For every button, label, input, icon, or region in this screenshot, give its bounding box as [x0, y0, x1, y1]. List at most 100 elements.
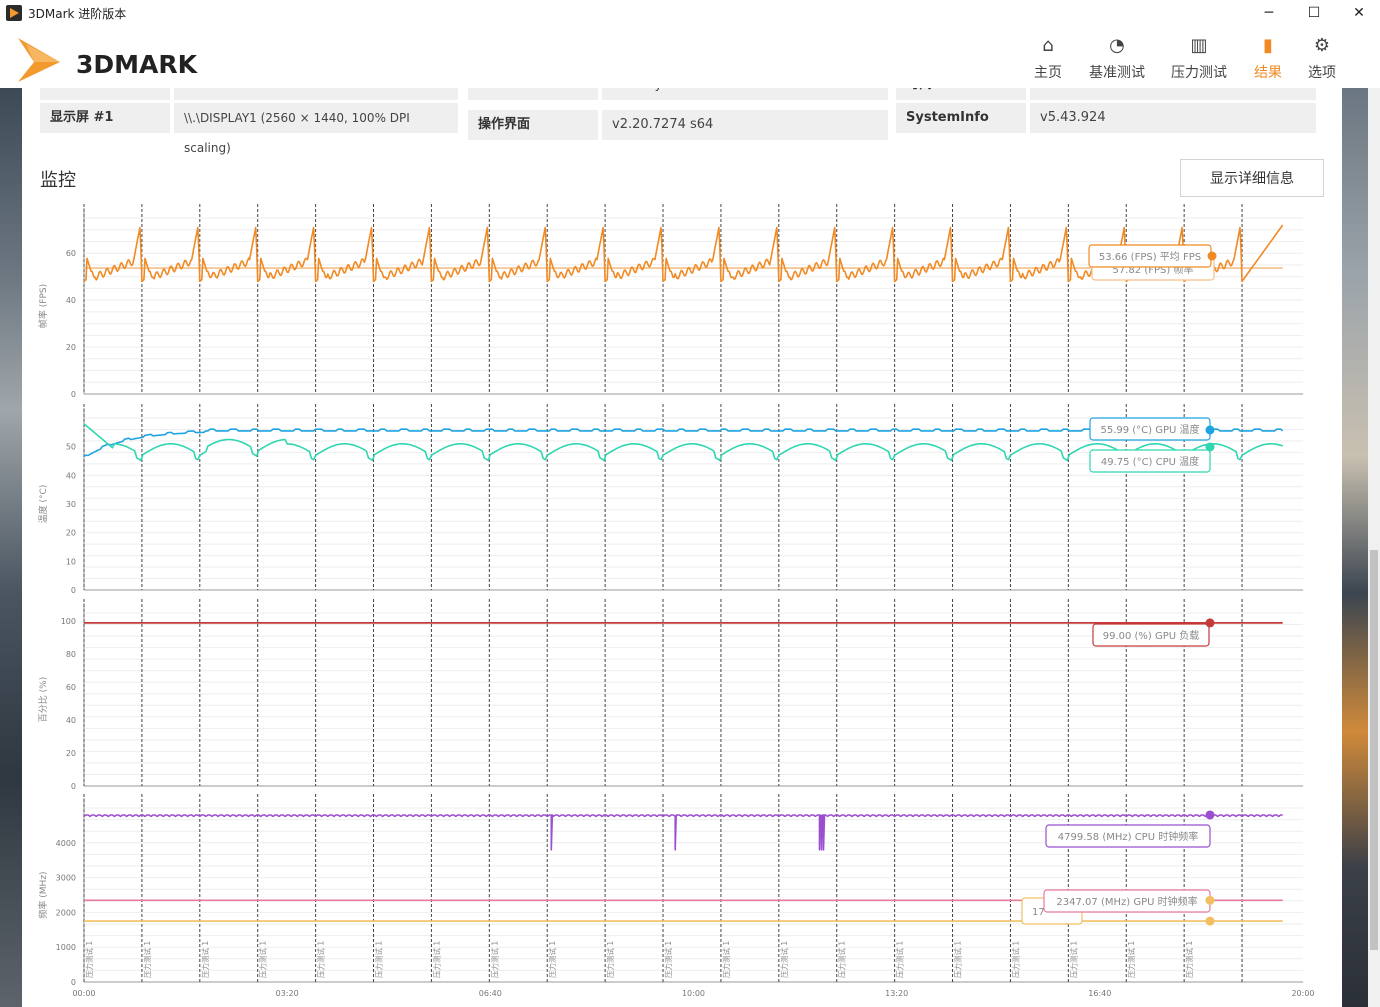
app-header: 3DMARK ⌂ 主页 ◔ 基准测试 ▥ 压力测试 ▮ 结果 ⚙ 选项	[0, 26, 1380, 88]
y-tick-label: 20	[66, 343, 76, 352]
fps-marker	[1207, 251, 1217, 261]
nav-options-label: 选项	[1308, 65, 1336, 81]
loop-label: 压力测试 1	[721, 941, 731, 978]
loop-label: 压力测试 1	[1068, 941, 1078, 978]
gpu-clock-marker	[1205, 895, 1215, 905]
loop-label: 压力测试 1	[316, 941, 326, 978]
y-tick-label: 20	[66, 749, 76, 758]
y-tick-label: 20	[66, 529, 76, 538]
info-gpu-label: GPU	[40, 88, 170, 100]
app-icon	[6, 5, 22, 21]
nav-stress-tests-label: 压力测试	[1171, 65, 1227, 81]
y-tick-label: 40	[66, 471, 76, 480]
y-tick-label: 60	[66, 249, 76, 258]
background-art-right	[1342, 88, 1368, 1007]
y-axis-label: 频率 (MHz)	[37, 871, 49, 918]
scrollbar-thumb[interactable]	[1370, 550, 1378, 950]
y-tick-label: 50	[66, 443, 76, 452]
x-tick-label: 20:00	[1291, 989, 1314, 998]
cpu-clock-label-box	[1045, 824, 1211, 848]
cpu-temp-label-box	[1089, 449, 1211, 473]
nav-stress-tests[interactable]: ▥ 压力测试	[1166, 34, 1232, 84]
gauge-icon: ◔	[1109, 35, 1125, 56]
loop-label: 压力测试 1	[953, 941, 963, 978]
loop-label: 压力测试 1	[374, 941, 384, 978]
nav-benchmarks-label: 基准测试	[1089, 65, 1145, 81]
x-tick-label: 16:40	[1088, 989, 1111, 998]
gpu-temp-marker	[1205, 425, 1215, 435]
y-axis-label: 帧率 (FPS)	[37, 284, 49, 328]
info-sysinfo-label: SystemInfo	[896, 103, 1026, 133]
loop-label: 压力测试 1	[258, 941, 268, 978]
info-sysinfo-value: v5.43.924	[1030, 103, 1316, 133]
gpu-temp-line	[83, 428, 1284, 458]
cpu-temp-line	[83, 423, 1283, 462]
y-tick-label: 100	[61, 617, 76, 626]
nav-results[interactable]: ▮ 结果	[1248, 34, 1288, 84]
y-tick-label: 10	[66, 557, 76, 566]
loop-label: 压力测试 1	[84, 941, 94, 978]
info-cpu-value: AMD Ryzen 5 5600X 6-Core Processor	[602, 88, 888, 100]
y-tick-label: 3000	[56, 874, 76, 883]
cpu-temp-label: 49.75 (°C) CPU 温度	[1101, 455, 1199, 468]
x-tick-label: 06:40	[479, 989, 502, 998]
info-time-label: 时间	[896, 88, 1026, 100]
y-tick-label: 60	[66, 683, 76, 692]
loop-label: 压力测试 1	[200, 941, 210, 978]
mem-clock-marker	[1205, 916, 1215, 926]
fps-line	[83, 224, 1284, 283]
mem-clock-label: 17	[1032, 907, 1045, 918]
gpu-load-marker	[1205, 618, 1215, 628]
loop-label: 压力测试 1	[142, 941, 152, 978]
y-tick-label: 80	[66, 650, 76, 659]
maximize-button[interactable]: ☐	[1307, 5, 1321, 21]
show-details-button[interactable]: 显示详细信息	[1180, 159, 1324, 197]
loop-label: 压力测试 1	[489, 941, 499, 978]
nav-home[interactable]: ⌂ 主页	[1026, 34, 1070, 84]
monitoring-title: 监控	[40, 170, 76, 191]
y-tick-label: 0	[71, 390, 76, 399]
loop-label: 压力测试 1	[547, 941, 557, 978]
cpu-clock-marker	[1205, 810, 1215, 820]
loop-label: 压力测试 1	[431, 941, 441, 978]
info-ui-value: v2.20.7274 s64	[602, 110, 888, 140]
bar-chart-icon: ▥	[1190, 35, 1208, 56]
close-button[interactable]: ✕	[1353, 5, 1365, 21]
results-icon: ▮	[1263, 35, 1273, 56]
cpu-clock-line	[83, 814, 1283, 851]
y-tick-label: 0	[71, 586, 76, 595]
y-tick-label: 30	[66, 500, 76, 509]
nav-options[interactable]: ⚙ 选项	[1302, 34, 1342, 84]
y-tick-label: 0	[71, 782, 76, 791]
home-icon: ⌂	[1042, 35, 1054, 56]
loop-label: 压力测试 1	[895, 941, 905, 978]
loop-label: 压力测试 1	[1126, 941, 1136, 978]
loop-label: 压力测试 1	[837, 941, 847, 978]
info-gpu-value: AMD Radeon RX 6800	[174, 88, 458, 100]
cpu-clock-label: 4799.58 (MHz) CPU 时钟频率	[1058, 830, 1198, 843]
gear-icon: ⚙	[1313, 35, 1331, 56]
nav-benchmarks[interactable]: ◔ 基准测试	[1084, 34, 1150, 84]
info-cpu-label: CPU	[468, 88, 598, 100]
x-tick-label: 03:20	[276, 989, 299, 998]
info-ui-label: 操作界面	[468, 110, 598, 140]
info-display-label: 显示屏 #1	[40, 103, 170, 133]
fps-average-label: 53.66 (FPS) 平均 FPS	[1099, 251, 1201, 263]
y-tick-label: 40	[66, 296, 76, 305]
gpu-load-label: 99.00 (%) GPU 负载	[1103, 629, 1200, 642]
gpu-clock-label: 2347.07 (MHz) GPU 时钟频率	[1056, 895, 1197, 908]
y-tick-label: 4000	[56, 839, 76, 848]
minimize-button[interactable]: ─	[1264, 5, 1274, 21]
x-tick-label: 00:00	[72, 989, 95, 998]
gpu-temp-label: 55.99 (°C) GPU 温度	[1100, 423, 1199, 436]
y-axis-label: 百分比 (%)	[37, 677, 49, 722]
logo: 3DMARK	[16, 32, 226, 88]
background-art-left	[0, 88, 22, 1007]
loop-label: 压力测试 1	[779, 941, 789, 978]
gpu-load-label-box	[1092, 623, 1210, 647]
logo-text: 3DMARK	[76, 50, 197, 79]
x-tick-label: 13:20	[885, 989, 908, 998]
loop-label: 压力测试 1	[663, 941, 673, 978]
window-title: 3DMark 进阶版本	[28, 7, 127, 21]
info-time-value: 2021-10-12 14:39 +08:00	[1030, 88, 1316, 100]
